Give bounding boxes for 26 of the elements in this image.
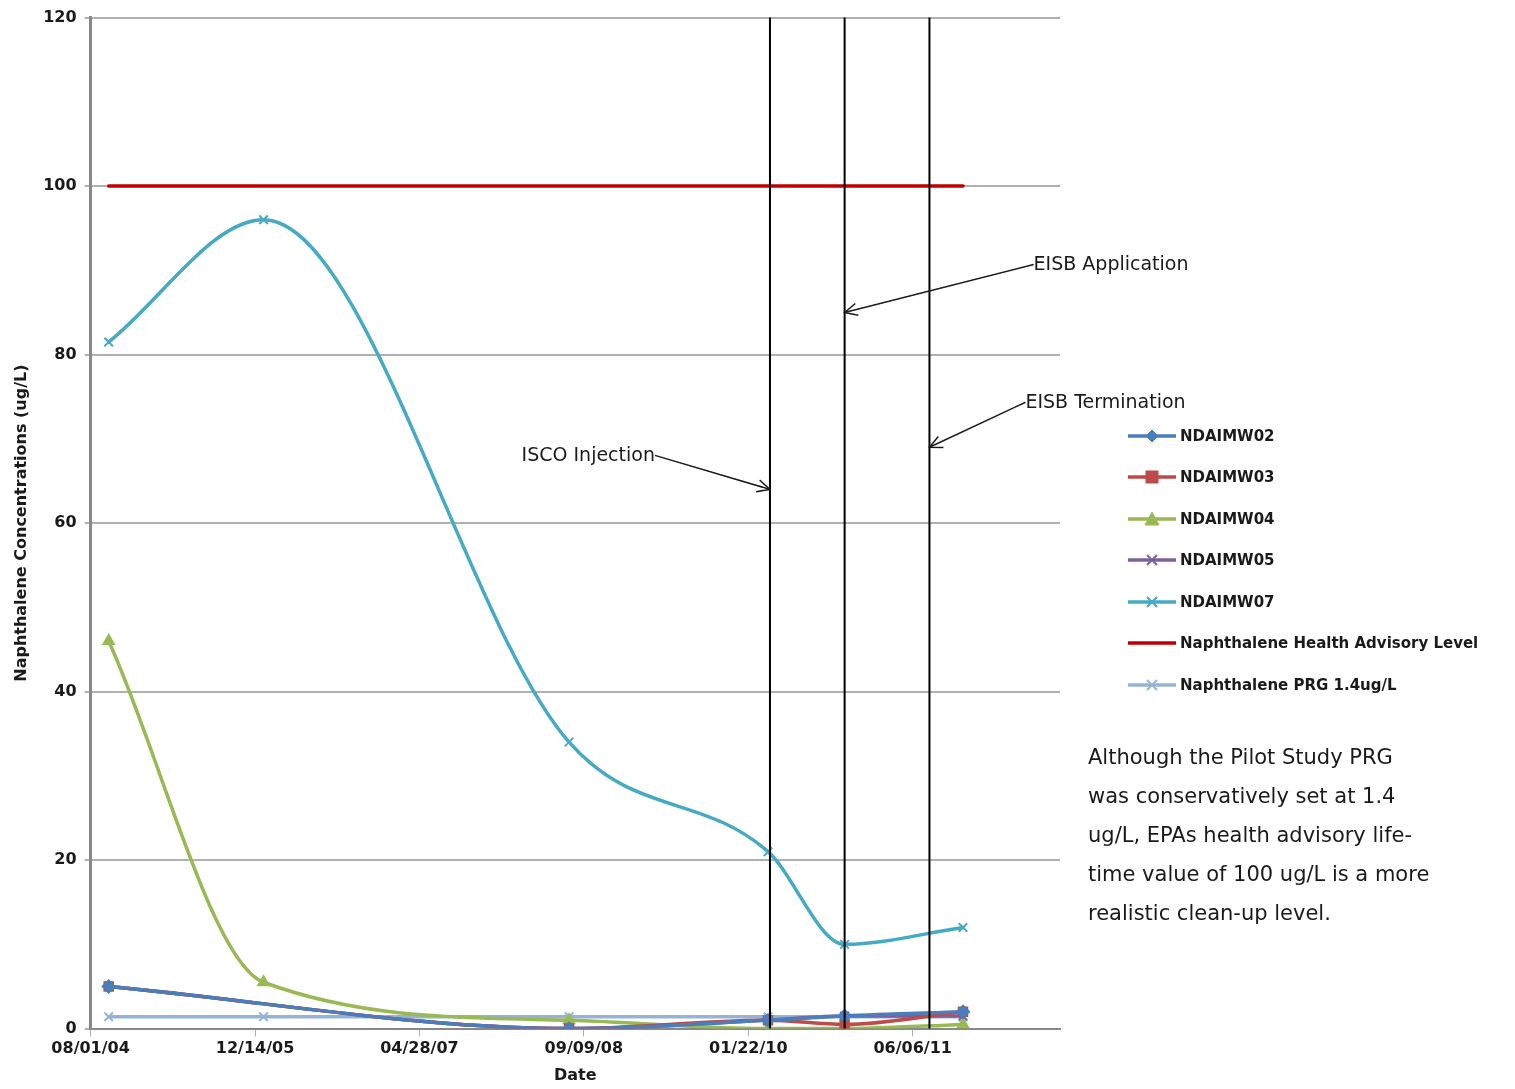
- x-tick-label: 09/09/08: [544, 1038, 624, 1058]
- legend-label: NDAIMW04: [1180, 509, 1275, 528]
- legend-label: Naphthalene PRG 1.4ug/L: [1180, 675, 1397, 694]
- y-tick-label: 20: [54, 849, 77, 869]
- legend-label: NDAIMW02: [1180, 426, 1275, 445]
- annotation: EISB Termination: [1025, 389, 1186, 412]
- y-tick-label: 100: [43, 175, 77, 195]
- annotation: ISCO Injection: [521, 442, 655, 465]
- y-tick-label: 40: [54, 680, 77, 700]
- y-tick-label: 120: [43, 6, 77, 26]
- y-tick-label: 60: [54, 512, 77, 532]
- y-axis-title: Naphthalene Concentrations (ug/L): [10, 364, 30, 682]
- x-tick-label: 01/22/10: [709, 1038, 788, 1058]
- y-tick-label: 0: [65, 1017, 77, 1037]
- x-tick-label: 08/01/04: [51, 1038, 130, 1058]
- annotation: EISB Application: [1033, 251, 1189, 274]
- legend-label: NDAIMW03: [1180, 468, 1275, 487]
- y-tick-label: 80: [54, 343, 77, 363]
- text: Although the Pilot Study PRG was conservatively set at 1.4 ug/L, EPAs health advisory life-time value of 100 ug/L is a more realistic clean-up level.: [1088, 744, 1431, 927]
- x-tick-label: 04/28/07: [380, 1038, 459, 1058]
- x-tick-label: 12/14/05: [215, 1038, 295, 1058]
- x-tick-label: 06/06/11: [873, 1038, 952, 1058]
- legend-label: NDAIMW05: [1180, 551, 1275, 570]
- legend-label: NDAIMW07: [1180, 592, 1275, 611]
- legend-label: Naphthalene Health Advisory Level: [1180, 634, 1479, 653]
- x-axis-title: Date: [554, 1064, 597, 1084]
